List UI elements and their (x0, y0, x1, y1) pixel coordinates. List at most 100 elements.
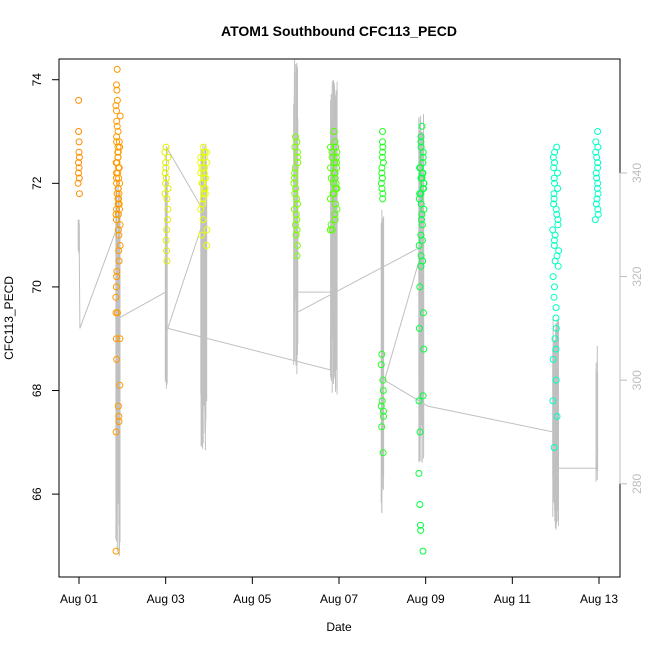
y-right-tick-label: 300 (630, 370, 644, 390)
data-point (594, 179, 602, 187)
data-point (415, 469, 423, 477)
data-point (418, 122, 426, 130)
data-point (115, 247, 123, 255)
data-point (593, 185, 601, 192)
data-point (75, 153, 83, 161)
data-point (291, 164, 299, 172)
y-right-tick-label: 340 (630, 163, 644, 183)
data-point (162, 143, 170, 151)
data-point (377, 361, 385, 369)
data-point (326, 226, 334, 234)
data-point (549, 153, 557, 161)
data-point (115, 257, 123, 265)
y-tick-label: 70 (30, 280, 44, 294)
data-point (552, 205, 560, 213)
data-point (113, 122, 121, 130)
data-point (163, 226, 171, 234)
data-point (199, 216, 207, 224)
y-tick-label: 72 (30, 176, 44, 190)
data-point (553, 210, 561, 218)
data-point (293, 242, 301, 249)
data-point (113, 138, 121, 146)
data-point (378, 423, 386, 431)
data-point (419, 153, 427, 161)
data-point (116, 381, 124, 389)
data-point (552, 345, 560, 353)
data-point (113, 86, 121, 94)
data-point (327, 143, 334, 151)
data-point (115, 138, 123, 146)
data-point (594, 164, 602, 172)
x-axis-label: Date (326, 620, 352, 634)
data-point (551, 257, 559, 265)
data-point (294, 153, 301, 161)
data-point (116, 112, 124, 120)
y-tick-label: 68 (30, 384, 44, 398)
data-point (197, 205, 205, 213)
data-point (112, 309, 120, 317)
data-point (294, 148, 301, 156)
data-point (592, 148, 600, 156)
secondary-spike-cluster (200, 144, 208, 451)
data-point (592, 200, 600, 208)
data-point (113, 174, 120, 182)
data-point (330, 128, 338, 135)
data-point (418, 236, 426, 244)
data-point (331, 138, 339, 146)
data-point (113, 355, 121, 363)
data-point (380, 412, 387, 420)
data-point (161, 169, 169, 177)
data-point (549, 273, 557, 281)
data-point (550, 195, 558, 203)
data-point (199, 143, 207, 151)
data-point (75, 96, 83, 104)
data-point (417, 133, 425, 141)
data-point (113, 81, 120, 89)
x-tick-label: Aug 03 (147, 592, 185, 606)
data-point (417, 262, 425, 270)
data-point (416, 283, 424, 291)
y-axis-label: CFC113_PECD (2, 276, 16, 360)
x-tick-label: Aug 09 (407, 592, 445, 606)
data-point (550, 293, 558, 301)
data-point (113, 65, 121, 73)
data-point (161, 148, 169, 156)
data-point (163, 195, 171, 203)
data-point (293, 216, 301, 224)
data-point (379, 128, 386, 135)
data-point (114, 185, 122, 192)
data-point (114, 226, 122, 234)
data-point (200, 169, 208, 177)
data-point (379, 195, 387, 203)
data-point (162, 236, 170, 244)
data-point (553, 412, 561, 420)
data-point (552, 376, 560, 384)
data-point (201, 164, 208, 172)
data-point (549, 355, 557, 363)
data-point (112, 335, 120, 343)
data-point (331, 169, 339, 177)
data-point (379, 143, 387, 151)
data-point (592, 169, 600, 177)
data-point (162, 159, 170, 167)
data-point (197, 153, 205, 161)
data-point (75, 174, 83, 182)
data-point (550, 242, 558, 249)
data-point (419, 309, 427, 317)
data-point (549, 397, 557, 405)
data-point (75, 138, 83, 146)
data-point (550, 444, 558, 451)
data-point (163, 247, 171, 255)
data-point (114, 143, 122, 151)
data-point (378, 185, 386, 192)
data-point (591, 216, 599, 224)
data-point (378, 153, 386, 161)
data-point (418, 216, 425, 224)
data-point (326, 195, 334, 203)
secondary-spike-cluster (552, 318, 559, 530)
data-point (292, 210, 300, 218)
data-point (203, 242, 211, 249)
data-point (203, 226, 211, 234)
data-point (75, 190, 83, 198)
data-point (198, 231, 206, 239)
